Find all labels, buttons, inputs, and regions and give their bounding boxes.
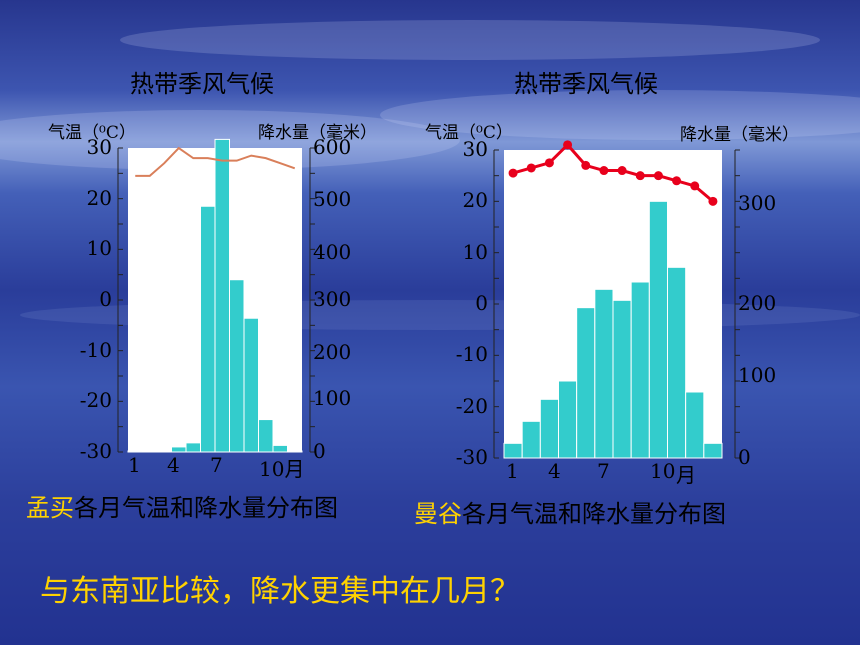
right-tick-label: 300 <box>738 191 777 215</box>
left-tick-label: 30 <box>86 135 112 159</box>
right-axis-label: 降水量（毫米） <box>680 125 799 145</box>
right-tick-label: 400 <box>313 240 352 264</box>
precip-bar-m7 <box>214 138 230 453</box>
temperature-point-m10 <box>672 176 682 186</box>
left-axis-label: 气温（⁰C） <box>48 123 136 143</box>
chart-bangkok <box>493 140 740 459</box>
right-tick-label: 500 <box>313 187 352 211</box>
right-tick-label: 0 <box>738 445 751 469</box>
precip-bar-m2 <box>521 420 541 459</box>
left-tick-label: 0 <box>475 291 488 315</box>
precip-bar-m3 <box>156 450 172 453</box>
x-tick-label: 10 <box>650 459 676 483</box>
precip-bar-m4 <box>558 380 578 459</box>
temperature-point-m11 <box>690 181 700 191</box>
x-tick-label: 4 <box>548 459 561 483</box>
right-tick-label: 200 <box>313 340 352 364</box>
precip-bar-m9 <box>243 317 259 453</box>
left-tick-label: -30 <box>455 445 488 469</box>
right-tick-label: 200 <box>738 291 777 315</box>
precip-bar-m1 <box>503 442 523 459</box>
precip-bar-m12 <box>287 450 303 453</box>
x-tick-label: 1 <box>128 453 141 477</box>
right-tick-label: 300 <box>313 287 352 311</box>
precip-bar-m10 <box>258 419 274 453</box>
precip-bar-m5 <box>185 442 201 453</box>
left-tick-label: 20 <box>462 188 488 213</box>
left-tick-label: -20 <box>455 393 488 418</box>
right-tick-label: 600 <box>313 135 352 159</box>
left-tick-label: -10 <box>79 337 112 362</box>
temperature-point-m9 <box>653 171 663 181</box>
right-axis-label: 降水量（毫米） <box>258 123 377 143</box>
x-tick-label: 4 <box>167 453 180 477</box>
caption-city: 曼谷 <box>414 500 462 528</box>
left-tick-label: -10 <box>455 342 488 367</box>
temperature-point-m4 <box>563 140 573 150</box>
left-tick-label: 0 <box>99 287 112 311</box>
right-tick-label: 100 <box>313 386 352 410</box>
precip-bar-m12 <box>703 442 723 459</box>
x-tick-label: 7 <box>597 459 610 483</box>
chart-mumbai <box>117 138 315 453</box>
temperature-point-m3 <box>544 158 554 168</box>
precip-bar-m10 <box>667 266 687 459</box>
precip-bar-m2 <box>142 450 158 453</box>
precip-bar-m11 <box>272 444 288 453</box>
x-tick-label: 7 <box>210 453 223 477</box>
precip-bar-m11 <box>685 391 705 459</box>
precip-bar-m6 <box>594 288 614 459</box>
caption-text: 各月气温和降水量分布图 <box>462 500 726 528</box>
precip-bar-m3 <box>539 398 559 459</box>
left-axis-label: 气温（⁰C） <box>425 123 513 143</box>
question-text: 与东南亚比较，降水更集中在几月？ <box>40 574 520 609</box>
precip-bar-m8 <box>630 281 650 459</box>
chart-title: 热带季风气候 <box>514 70 658 98</box>
left-tick-label: -20 <box>79 388 112 413</box>
chart-caption: 曼谷各月气温和降水量分布图 <box>414 494 726 529</box>
left-tick-label: 20 <box>86 185 112 210</box>
precip-bar-m8 <box>229 279 245 453</box>
right-tick-label: 100 <box>738 363 777 387</box>
x-tick-label: 1 <box>506 459 519 483</box>
temperature-point-m1 <box>508 168 518 178</box>
temperature-point-m5 <box>581 160 591 170</box>
temperature-point-m6 <box>599 166 609 176</box>
x-tick-label: 10月 <box>259 457 305 481</box>
precip-bar-m6 <box>200 205 216 453</box>
precip-bar-m4 <box>171 446 187 453</box>
right-tick-label: 0 <box>313 439 326 463</box>
left-tick-label: 30 <box>462 137 488 161</box>
chart-caption: 孟买各月气温和降水量分布图 <box>26 488 338 523</box>
temperature-point-m2 <box>526 163 536 173</box>
left-tick-label: -30 <box>79 439 112 463</box>
left-tick-label: 10 <box>462 239 488 264</box>
temperature-point-m7 <box>617 166 627 176</box>
precip-bar-m9 <box>648 200 668 459</box>
temperature-point-m8 <box>635 171 645 181</box>
temperature-point-m12 <box>708 196 718 206</box>
left-tick-label: 10 <box>86 236 112 261</box>
caption-text: 各月气温和降水量分布图 <box>74 494 338 522</box>
precip-bar-m1 <box>127 450 143 453</box>
x-tick-label: 月 <box>676 463 696 487</box>
caption-city: 孟买 <box>26 494 74 522</box>
precip-bar-m5 <box>576 307 596 459</box>
temperature-line <box>135 146 296 177</box>
chart-title: 热带季风气候 <box>130 70 274 98</box>
precip-bar-m7 <box>612 299 632 459</box>
